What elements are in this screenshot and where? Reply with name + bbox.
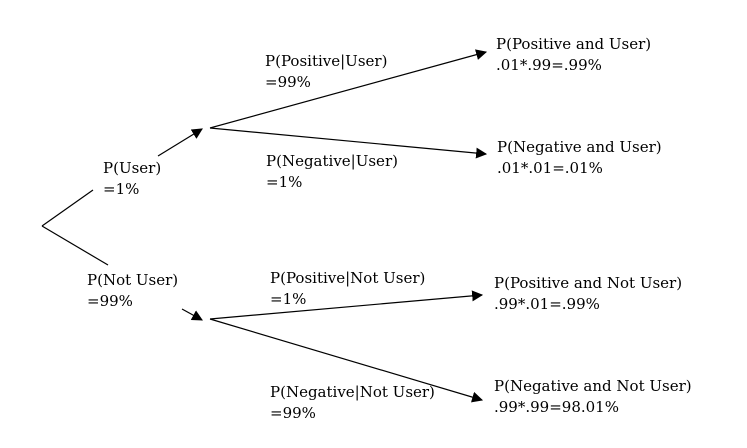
not-user-probability-label: P(Not User) bbox=[87, 271, 179, 289]
root-to-user-branch bbox=[41, 189, 94, 227]
positive-given-not-user-label: P(Positive|Not User) =1% bbox=[270, 268, 425, 310]
positive-given-user-value: =99% bbox=[265, 73, 311, 91]
negative-given-not-user-label: P(Negative|Not User) =99% bbox=[270, 382, 435, 424]
not-user-probability-value: =99% bbox=[87, 292, 133, 310]
user-arrow bbox=[157, 128, 203, 157]
positive-given-not-user-value: =1% bbox=[270, 290, 307, 308]
positive-given-not-user-text: P(Positive|Not User) bbox=[270, 269, 426, 287]
negative-and-not-user-text: P(Negative and Not User) bbox=[494, 377, 692, 395]
negative-and-user-calc: .01*.01=.01% bbox=[497, 159, 603, 177]
positive-and-not-user-text: P(Positive and Not User) bbox=[494, 274, 683, 292]
negative-and-not-user-outcome: P(Negative and Not User) .99*.99=98.01% bbox=[494, 376, 692, 418]
positive-and-user-outcome: P(Positive and User) .01*.99=.99% bbox=[496, 34, 651, 76]
negative-and-user-outcome: P(Negative and User) .01*.01=.01% bbox=[497, 137, 662, 179]
positive-and-not-user-outcome: P(Positive and Not User) .99*.01=.99% bbox=[494, 273, 682, 315]
user-branch-label: P(User) =1% bbox=[103, 158, 161, 200]
positive-and-not-user-calc: .99*.01=.99% bbox=[494, 295, 600, 313]
not-user-to-negative-branch bbox=[209, 318, 484, 403]
negative-and-user-text: P(Negative and User) bbox=[497, 138, 662, 156]
user-to-positive-branch bbox=[209, 49, 488, 129]
not-user-arrow bbox=[181, 308, 203, 321]
positive-given-user-label: P(Positive|User) =99% bbox=[265, 51, 387, 93]
negative-given-not-user-text: P(Negative|Not User) bbox=[270, 383, 435, 401]
negative-given-user-label: P(Negative|User) =1% bbox=[266, 151, 398, 193]
positive-given-user-text: P(Positive|User) bbox=[265, 52, 388, 70]
negative-given-not-user-value: =99% bbox=[270, 404, 316, 422]
not-user-to-positive-branch bbox=[209, 290, 484, 320]
negative-given-user-value: =1% bbox=[266, 173, 303, 191]
negative-given-user-text: P(Negative|User) bbox=[266, 152, 398, 170]
root-to-not-user-branch bbox=[41, 225, 109, 266]
user-probability-label: P(User) bbox=[103, 159, 162, 177]
positive-and-user-text: P(Positive and User) bbox=[496, 35, 652, 53]
negative-and-not-user-calc: .99*.99=98.01% bbox=[494, 398, 619, 416]
positive-and-user-calc: .01*.99=.99% bbox=[496, 56, 602, 74]
user-probability-value: =1% bbox=[103, 180, 140, 198]
user-to-negative-branch bbox=[209, 127, 488, 159]
not-user-branch-label: P(Not User) =99% bbox=[87, 270, 178, 312]
